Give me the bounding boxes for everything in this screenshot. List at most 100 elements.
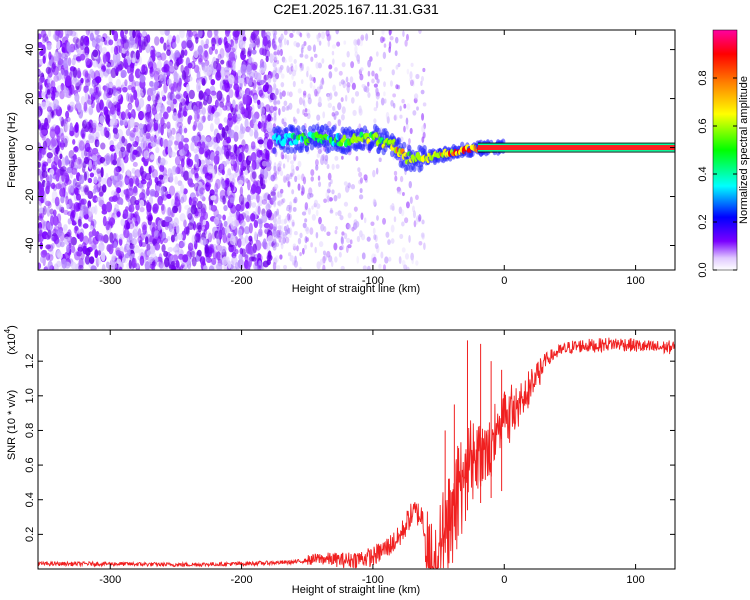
spectrogram-noise-cell <box>164 257 170 268</box>
spectrogram-noise-cell <box>40 101 47 110</box>
spectrogram-noise-cell <box>78 174 85 185</box>
spectrogram-noise-cell <box>83 85 89 93</box>
spectrogram-noise-cell <box>267 39 272 48</box>
spectrogram-noise-cell <box>261 114 266 122</box>
spectrogram-noise-cell <box>215 132 221 144</box>
spectrogram-noise-cell <box>120 146 126 152</box>
spectrogram-scatter-cell <box>375 100 379 109</box>
spectrogram-noise-cell <box>80 95 86 105</box>
spectrogram-noise-cell <box>193 49 199 59</box>
spectrogram-noise-cell <box>130 195 137 206</box>
spectrogram-scatter-cell <box>328 71 333 79</box>
spectrogram-noise-cell <box>126 92 130 102</box>
spectrogram-scatter-cell <box>405 201 410 209</box>
spectrogram-noise-cell <box>251 49 257 55</box>
spectrogram-scatter-cell <box>279 254 283 260</box>
spectrogram-noise-cell <box>106 99 112 109</box>
spectrogram-noise-cell <box>148 166 152 175</box>
spectrogram-noise-cell <box>143 160 149 167</box>
snr-x-tick-label: -200 <box>231 574 253 586</box>
spectrogram-scatter-cell <box>322 264 326 270</box>
spectrogram-noise-cell <box>46 100 51 111</box>
spectrogram-scatter-cell <box>320 223 325 232</box>
spectrogram-noise-cell <box>182 110 188 117</box>
spectrogram-scatter-cell <box>291 74 294 80</box>
spectrogram-noise-cell <box>250 183 257 194</box>
spectrogram-noise-cell <box>38 229 43 237</box>
spectrogram-noise-cell <box>166 206 173 217</box>
spectrogram-noise-cell <box>169 228 175 236</box>
spectrogram-noise-cell <box>239 186 244 196</box>
spectrogram-noise-cell <box>230 220 237 230</box>
spectrogram-noise-cell <box>100 142 106 150</box>
spectrogram-noise-cell <box>38 161 41 168</box>
spectrogram-scatter-cell <box>302 93 307 98</box>
spectrogram-noise-cell <box>195 36 199 44</box>
spectrogram-noise-cell <box>77 218 82 227</box>
spectrogram-noise-cell <box>253 30 260 37</box>
spectrogram-noise-cell <box>267 194 271 201</box>
spectrogram-scatter-cell <box>383 43 387 48</box>
spectrogram-noise-cell <box>231 255 238 266</box>
spectrogram-noise-cell <box>44 265 49 270</box>
spectrogram-noise-cell <box>79 158 83 165</box>
spectrogram-scatter-cell <box>408 235 411 243</box>
spectrogram-noise-cell <box>208 265 215 270</box>
spectrogram-scatter-cell <box>346 223 351 229</box>
spectrogram-noise-cell <box>211 43 216 51</box>
spectrogram-noise-cell <box>172 52 178 61</box>
spectrogram-noise-cell <box>159 71 165 82</box>
spectrogram-noise-cell <box>53 263 59 270</box>
steady-line-core <box>477 145 675 151</box>
spectrogram-noise-cell <box>234 125 239 132</box>
spectrogram-noise-cell <box>144 172 152 181</box>
spectrogram-noise-cell <box>171 260 176 267</box>
spectrogram-noise-cell <box>248 155 252 163</box>
spectrogram-scatter-cell <box>415 260 419 266</box>
spectrogram-scatter-cell <box>293 155 297 162</box>
spectrogram-noise-cell <box>149 68 155 78</box>
spectrogram-scatter-cell <box>341 106 346 114</box>
spectrogram-noise-cell <box>218 229 223 240</box>
spectrogram-noise-cell <box>258 260 262 266</box>
spectrogram-noise-cell <box>43 221 50 227</box>
spectrogram-scatter-cell <box>323 198 328 204</box>
spectrogram-noise-cell <box>203 43 209 49</box>
spectrogram-scatter-cell <box>393 114 398 121</box>
spectrogram-scatter-cell <box>272 75 277 83</box>
spectrogram-noise-cell <box>222 84 228 91</box>
spectrogram-noise-cell <box>237 238 242 248</box>
spectrogram-scatter-cell <box>282 58 288 64</box>
spectrogram-noise-cell <box>66 231 71 237</box>
spectrogram-noise-cell <box>200 164 207 175</box>
spectrogram-noise-cell <box>73 146 79 153</box>
spectrogram-scatter-cell <box>406 103 411 111</box>
spectrogram-noise-cell <box>142 224 147 235</box>
spectrogram-noise-cell <box>253 123 259 132</box>
spectrogram-noise-cell <box>232 159 237 171</box>
spectrogram-noise-cell <box>210 195 217 201</box>
spectrogram-noise-cell <box>51 61 57 70</box>
spectrogram-scatter-cell <box>359 39 364 47</box>
spectrogram-noise-cell <box>263 222 270 229</box>
spectrogram-noise-cell <box>213 30 219 37</box>
spectrogram-noise-cell <box>73 249 78 257</box>
spectrogram-noise-cell <box>95 37 101 44</box>
spectrogram-noise-cell <box>223 220 228 227</box>
spectrogram-noise-cell <box>157 55 163 61</box>
spectrogram-scatter-cell <box>347 182 351 189</box>
spectrogram-noise-cell <box>248 256 252 268</box>
spectrogram-noise-cell <box>261 106 267 115</box>
spectrogram-noise-cell <box>80 35 85 47</box>
spectrogram-noise-cell <box>76 67 81 79</box>
spectrogram-noise-cell <box>175 133 182 142</box>
spectrogram-noise-cell <box>243 226 250 235</box>
spectrogram-scatter-cell <box>385 111 390 120</box>
spectrogram-noise-cell <box>183 170 190 181</box>
spectrogram-noise-cell <box>163 42 167 51</box>
spectrogram-noise-cell <box>104 114 111 124</box>
spectrogram-noise-cell <box>160 116 165 127</box>
spectrogram-noise-cell <box>97 176 102 183</box>
spectrogram-scatter-cell <box>361 83 366 89</box>
spectrogram-noise-cell <box>186 83 190 94</box>
